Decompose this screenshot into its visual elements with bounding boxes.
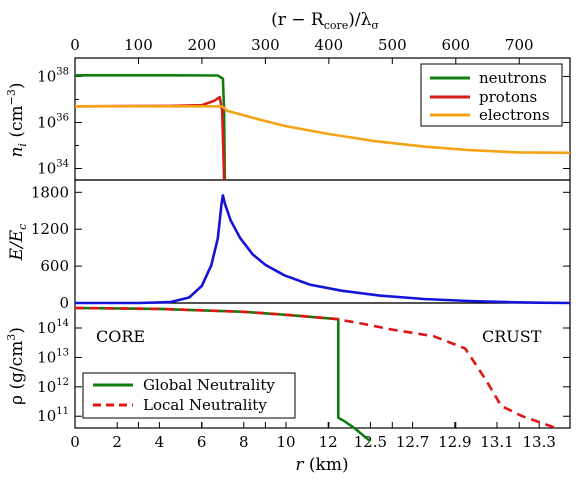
- series-protons: [74, 95, 226, 181]
- top-tick-label: 400: [315, 36, 344, 54]
- y3-tick-label: 1013: [37, 347, 69, 366]
- top-axis-label: (r − Rcore)/λσ: [271, 10, 379, 32]
- y-axis-label-field: E/Ec: [7, 224, 29, 262]
- y2-tick-label: 1800: [31, 183, 69, 201]
- panel-electric-field: [74, 179, 571, 304]
- y-axis-label-density: ni (cm−3): [5, 82, 29, 157]
- core-annotation: CORE: [96, 327, 145, 346]
- x3-tick-label: 10: [276, 433, 295, 451]
- x3-tick-label: 12.7: [396, 433, 429, 451]
- x3-tick-label: 13.3: [522, 433, 555, 451]
- y1-tick-label: 1038: [37, 66, 69, 85]
- x3-tick-label: 4: [155, 433, 165, 451]
- x3-tick-label: 2: [112, 433, 122, 451]
- y3-tick-label: 1012: [37, 377, 69, 396]
- x-axis-label: r (km): [295, 455, 348, 475]
- x3-tick-label: 6: [197, 433, 207, 451]
- x3-tick-label: 8: [239, 433, 249, 451]
- x3-tick-label: 12: [319, 433, 338, 451]
- crust-annotation: CRUST: [482, 327, 542, 346]
- y1-tick-label: 1036: [37, 112, 69, 131]
- legend-density: neutrons protons electrons: [420, 63, 563, 127]
- top-tick-label: 600: [441, 36, 470, 54]
- series-local-neutrality: [74, 306, 557, 430]
- y3-tick-label: 1011: [37, 406, 69, 425]
- top-tick-label: 200: [188, 36, 217, 54]
- top-tick-label: 0: [70, 36, 80, 54]
- x3-tick-label: 13.1: [480, 433, 513, 451]
- legend-protons: protons: [479, 88, 537, 106]
- y2-tick-label: 600: [40, 257, 69, 275]
- x3-tick-label: 12.9: [438, 433, 471, 451]
- legend-global-neutrality: Global Neutrality: [143, 376, 275, 394]
- series-electrons: [75, 105, 571, 155]
- legend-local-neutrality: Local Neutrality: [143, 396, 267, 414]
- x3-tick-label: 12.5: [354, 433, 387, 451]
- series-electric-field: [75, 194, 571, 305]
- top-tick-label: 100: [124, 36, 153, 54]
- y1-tick-label: 1034: [37, 158, 69, 177]
- y3-tick-label: 1014: [37, 318, 69, 337]
- y2-tick-label: 1200: [31, 220, 69, 238]
- y-axis-label-mass-density: ρ (g/cm3): [5, 327, 27, 405]
- curves: [74, 74, 571, 443]
- axis-ticks: 0 100 200 300 400 500 600 700103410361038060012…: [31, 36, 570, 451]
- x3-tick-label: 0: [70, 433, 80, 451]
- top-tick-label: 300: [251, 36, 280, 54]
- legend-electrons: electrons: [479, 106, 550, 124]
- y2-tick-label: 0: [59, 294, 69, 312]
- legend-neutrons: neutrons: [479, 69, 547, 87]
- legend-mass-density: Global Neutrality Local Neutrality: [82, 372, 296, 419]
- top-tick-label: 700: [505, 36, 534, 54]
- series-neutrons: [75, 74, 227, 181]
- top-tick-label: 500: [378, 36, 407, 54]
- panel-mass-density: [74, 302, 571, 429]
